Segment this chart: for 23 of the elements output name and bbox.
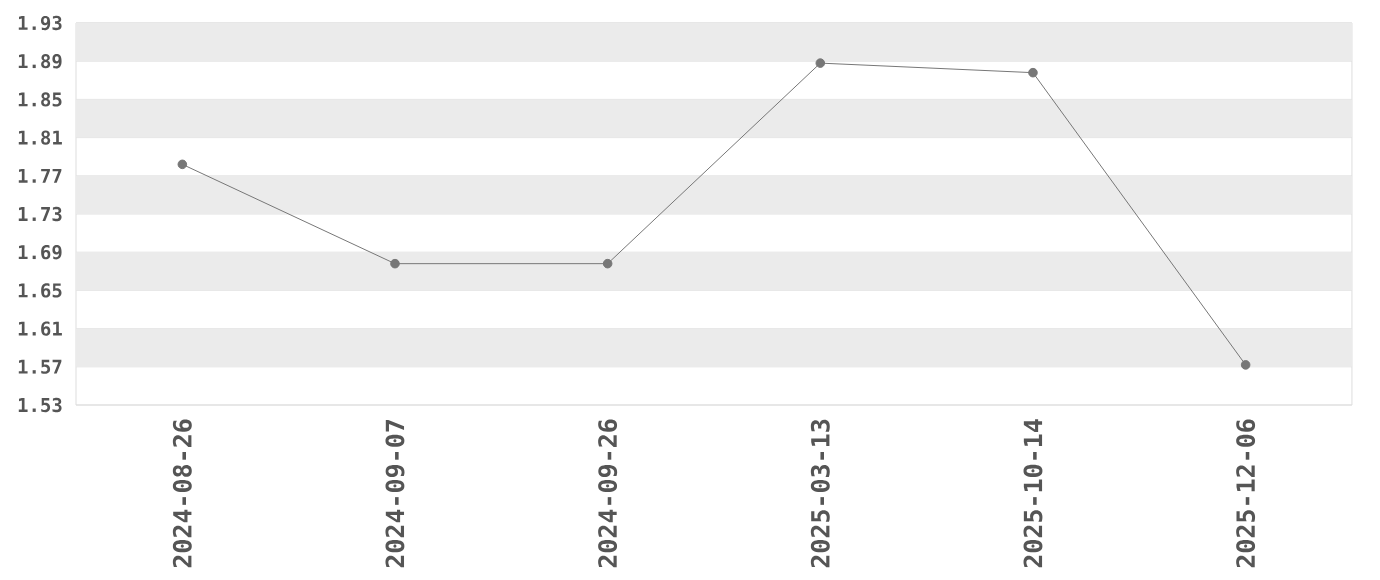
point bbox=[1028, 67, 1038, 78]
x-tick-label: 2025-10-14 bbox=[1023, 419, 1043, 568]
y-tick-label: 1.85 bbox=[18, 92, 62, 107]
x-tick-label: 2024-08-26 bbox=[172, 419, 192, 568]
y-tick-label: 1.73 bbox=[18, 206, 62, 222]
x-tick-label: 2024-09-07 bbox=[385, 420, 405, 568]
x-tick-label: 2025-12-06 bbox=[1236, 419, 1256, 568]
y-tick-label: 1.57 bbox=[18, 359, 62, 374]
point bbox=[390, 258, 400, 269]
y-tick-label: 1.69 bbox=[18, 244, 62, 260]
point bbox=[1240, 360, 1251, 370]
y-tick-label: 1.77 bbox=[18, 168, 62, 183]
point bbox=[177, 159, 188, 170]
point bbox=[602, 258, 613, 269]
y-tick-label: 1.89 bbox=[18, 53, 62, 69]
y-tick-label: 1.61 bbox=[18, 321, 62, 336]
x-tick-label: 2025-03-13 bbox=[810, 419, 830, 568]
y-tick-label: 1.81 bbox=[18, 130, 62, 145]
point bbox=[815, 58, 826, 68]
x-tick-label: 2024-09-26 bbox=[598, 419, 618, 568]
y-tick-label: 1.53 bbox=[18, 397, 62, 413]
y-tick-label: 1.93 bbox=[18, 15, 62, 31]
y-tick-label: 1.65 bbox=[18, 283, 62, 298]
